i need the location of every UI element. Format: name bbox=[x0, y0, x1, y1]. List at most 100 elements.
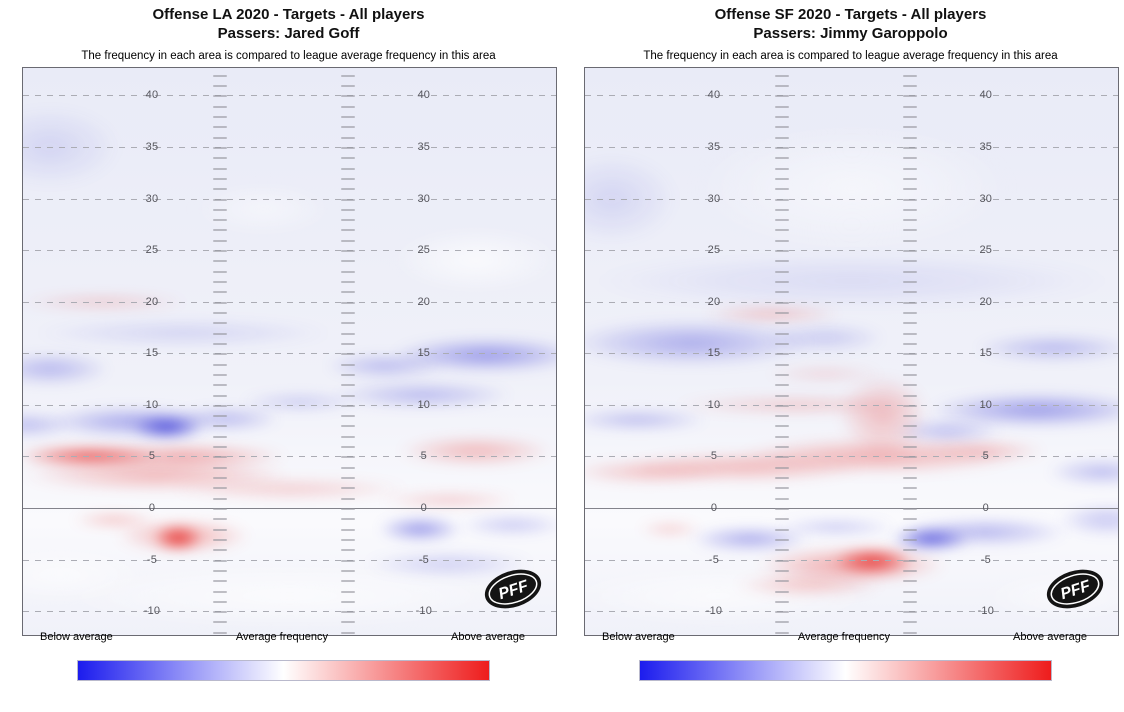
hash-mark bbox=[903, 312, 918, 314]
hash-mark bbox=[903, 631, 918, 634]
hash-mark bbox=[775, 373, 790, 376]
yard-label: 0 bbox=[420, 502, 427, 514]
hash-mark bbox=[341, 404, 356, 407]
hash-mark bbox=[213, 208, 228, 211]
chart-title: Offense LA 2020 - Targets - All players bbox=[152, 6, 425, 23]
yard-label: 15 bbox=[979, 347, 993, 360]
hash-mark bbox=[903, 219, 918, 222]
hash-mark bbox=[903, 85, 918, 88]
hash-mark bbox=[903, 291, 918, 294]
hash-mark bbox=[213, 477, 228, 480]
hash-mark bbox=[213, 497, 228, 500]
hash-mark bbox=[341, 353, 356, 356]
hash-mark bbox=[213, 146, 228, 149]
hash-mark bbox=[213, 487, 228, 490]
colorbar-label-above: Above average bbox=[450, 631, 525, 643]
hash-mark bbox=[775, 466, 790, 469]
line-of-scrimmage bbox=[23, 508, 556, 509]
yard-label: 40 bbox=[417, 89, 431, 102]
hash-mark bbox=[341, 518, 356, 521]
hash-mark bbox=[341, 239, 356, 242]
heat-blob-blue bbox=[378, 516, 463, 541]
grid-layer: 40 40 35 35 30 30 25 25 20 20 15 15 10 10 5 5 0 0 -5 -5 -10 -… bbox=[585, 68, 1118, 635]
hash-mark bbox=[341, 312, 356, 314]
hash-mark bbox=[341, 631, 356, 634]
hash-mark bbox=[341, 569, 356, 572]
yard-label: 40 bbox=[145, 89, 159, 102]
hash-mark bbox=[775, 250, 790, 253]
hash-mark bbox=[341, 208, 356, 211]
hash-mark bbox=[775, 559, 790, 562]
hash-mark bbox=[341, 487, 356, 490]
hash-mark bbox=[341, 281, 356, 284]
yard-label: 30 bbox=[979, 192, 993, 205]
heat-blob-blue bbox=[775, 518, 896, 535]
yard-label: 20 bbox=[707, 295, 721, 308]
hash-mark bbox=[903, 116, 918, 119]
colorbar-labels: Below average Average frequency Above av… bbox=[584, 631, 1117, 643]
hash-mark bbox=[903, 208, 918, 211]
yard-label: 10 bbox=[707, 398, 721, 411]
heat-blob-red bbox=[398, 436, 555, 467]
yard-gridline bbox=[23, 456, 556, 458]
yard-gridline bbox=[23, 559, 556, 561]
heat-blob-white bbox=[23, 547, 151, 604]
hash-mark bbox=[903, 301, 918, 304]
hash-mark bbox=[775, 415, 790, 418]
hash-mark bbox=[213, 219, 228, 222]
hash-mark bbox=[213, 136, 228, 139]
yard-label: -5 bbox=[146, 553, 158, 566]
hash-mark bbox=[903, 425, 918, 428]
colorbar-gradient bbox=[639, 660, 1052, 681]
hash-mark bbox=[903, 590, 918, 593]
hash-mark bbox=[213, 260, 228, 263]
heat-blob-blue bbox=[585, 410, 709, 431]
hash-mark bbox=[341, 373, 356, 376]
hash-mark bbox=[213, 239, 228, 242]
heat-blob-blue bbox=[240, 392, 361, 411]
hash-mark bbox=[775, 394, 790, 397]
hash-mark bbox=[213, 291, 228, 294]
yard-label: 20 bbox=[979, 295, 993, 308]
hash-mark bbox=[341, 332, 356, 335]
yard-label: 0 bbox=[710, 502, 718, 514]
yard-label: 10 bbox=[417, 398, 431, 411]
heat-blob-blue bbox=[458, 514, 556, 535]
heat-blob-red bbox=[23, 445, 157, 466]
heat-blob-red bbox=[832, 547, 913, 574]
hash-mark bbox=[213, 559, 228, 562]
heat-blob-blue bbox=[928, 393, 1118, 427]
hash-mark bbox=[903, 600, 918, 603]
heat-blob-red bbox=[152, 525, 203, 550]
hash-mark bbox=[213, 384, 228, 387]
hash-mark bbox=[775, 301, 790, 304]
hash-mark bbox=[341, 291, 356, 294]
hash-mark bbox=[341, 590, 356, 593]
chart-header: Offense LA 2020 - Targets - All players … bbox=[22, 5, 555, 62]
hash-mark bbox=[775, 446, 790, 449]
yard-gridline bbox=[585, 250, 1118, 252]
pff-logo: PFF bbox=[484, 569, 542, 609]
yard-gridline bbox=[23, 95, 556, 97]
hash-mark bbox=[775, 167, 790, 170]
hash-mark bbox=[903, 250, 918, 253]
heat-blob-red bbox=[701, 307, 842, 322]
hash-mark bbox=[903, 260, 918, 263]
hash-mark bbox=[213, 312, 228, 314]
hash-mark bbox=[903, 342, 918, 345]
hash-mark bbox=[341, 188, 356, 191]
colorbar-label-average: Average frequency bbox=[797, 631, 890, 643]
heat-blob-blue bbox=[764, 323, 885, 352]
hash-mark bbox=[213, 342, 228, 345]
hash-mark bbox=[341, 425, 356, 428]
hash-mark bbox=[903, 456, 918, 459]
hash-mark bbox=[213, 270, 228, 273]
hash-mark bbox=[903, 611, 918, 614]
hash-mark bbox=[903, 497, 918, 500]
hash-mark bbox=[775, 208, 790, 211]
hash-mark bbox=[903, 394, 918, 397]
yard-label: -10 bbox=[977, 605, 995, 618]
hash-mark bbox=[775, 105, 790, 108]
hash-mark bbox=[903, 74, 918, 77]
hash-mark bbox=[341, 384, 356, 387]
